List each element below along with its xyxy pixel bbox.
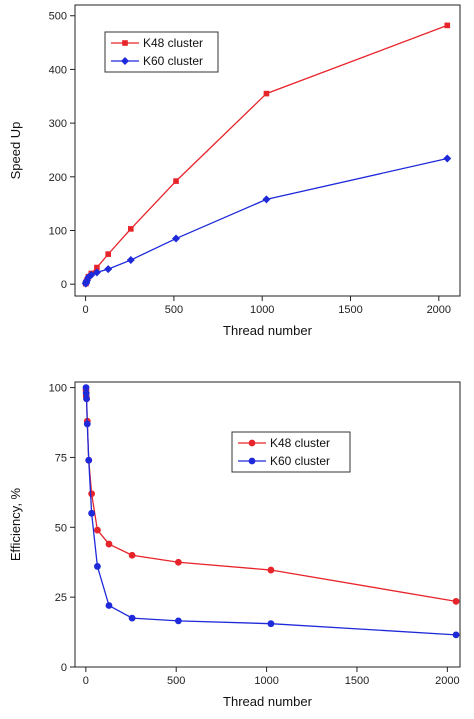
efficiency-legend-k60-swatch-marker — [248, 457, 256, 465]
speedup-chart: 0 500 1000 1500 2000 0 100 200 300 400 500 Thread n… — [8, 4, 461, 338]
speedup-series-k48-point — [128, 226, 134, 232]
efficiency-x-tick-label: 2000 — [435, 675, 459, 687]
speedup-series-k60-point — [92, 268, 101, 277]
speedup-series-k48-point — [263, 90, 270, 97]
efficiency-y-tick-label: 100 — [49, 383, 67, 395]
speedup-y-tick-label: 300 — [49, 118, 67, 130]
efficiency-series-k60-point — [452, 631, 460, 639]
efficiency-x-tick-label: 500 — [167, 675, 185, 687]
speedup-y-axis-label: Speed Up — [8, 122, 23, 180]
efficiency-series-k48-point — [88, 490, 96, 498]
speedup-series-k48-point — [105, 251, 112, 257]
speedup-x-tick-label: 1500 — [338, 304, 362, 316]
efficiency-series-k60-point — [83, 420, 91, 428]
speedup-x-tick-label: 1000 — [250, 304, 274, 316]
speedup-legend-k48-swatch-marker — [122, 40, 128, 46]
speedup-series-k60-point — [87, 271, 96, 280]
efficiency-series-k60-point — [82, 384, 90, 391]
speedup-legend-k48-label: K48 cluster — [143, 36, 203, 50]
efficiency-legend-k60-label: K60 cluster — [270, 454, 330, 468]
efficiency-series-k60-point — [94, 563, 101, 570]
speedup-y-tick-label: 200 — [49, 172, 67, 184]
speedup-y-tick-label: 400 — [49, 64, 67, 76]
efficiency-series-k48-point — [94, 526, 101, 534]
speedup-plot-frame — [74, 4, 461, 297]
speedup-series-k60-line — [85, 157, 448, 284]
speedup-legend-k60-swatch-marker — [121, 57, 129, 65]
efficiency-series-k60-point — [88, 509, 96, 517]
efficiency-series-k60-point — [174, 617, 182, 625]
speedup-legend-k60-label: K60 cluster — [143, 54, 203, 68]
efficiency-series-k60-point — [128, 614, 136, 622]
speedup-series-k48-point — [94, 264, 100, 271]
efficiency-series-k48-point — [128, 551, 136, 559]
efficiency-series-k60-point — [267, 620, 275, 628]
efficiency-series-k48-point — [267, 566, 275, 574]
efficiency-series-k60-point — [105, 602, 113, 609]
efficiency-plot-frame — [74, 381, 461, 668]
efficiency-chart: 0 500 1000 1500 2000 0 25 50 75 100 Thread number E… — [8, 381, 461, 709]
speedup-y-tick-label: 100 — [49, 225, 67, 237]
efficiency-series-k48-point — [105, 540, 113, 548]
efficiency-y-tick-label: 25 — [55, 592, 67, 604]
efficiency-series-k60-line — [85, 387, 457, 636]
speedup-legend — [104, 31, 219, 73]
efficiency-legend-k48-label: K48 cluster — [270, 436, 330, 450]
efficiency-series-k60-point — [82, 389, 90, 397]
efficiency-y-tick-label: 50 — [55, 522, 67, 534]
efficiency-y-tick-label: 75 — [55, 452, 67, 464]
speedup-series-k48-point — [173, 178, 179, 184]
speedup-series-k48-point — [444, 22, 451, 29]
speedup-x-axis-label: Thread number — [223, 323, 313, 338]
efficiency-legend-k48-swatch-marker — [248, 439, 256, 447]
efficiency-series-k60-point — [83, 395, 90, 403]
speedup-series-k60-point — [443, 154, 452, 163]
efficiency-series-k60-point — [85, 456, 93, 464]
efficiency-y-tick-label: 0 — [61, 662, 67, 674]
efficiency-legend — [231, 431, 351, 473]
speedup-series-k60-point — [126, 256, 135, 265]
speedup-series-k60-point — [262, 195, 271, 204]
efficiency-y-axis-label: Efficiency, % — [8, 487, 23, 561]
speedup-y-tick-label: 0 — [61, 279, 67, 291]
speedup-x-tick-label: 0 — [83, 304, 89, 316]
speedup-series-k60-point — [104, 265, 113, 274]
efficiency-x-tick-label: 1500 — [345, 675, 369, 687]
speedup-y-tick-label: 500 — [49, 11, 67, 23]
speedup-x-tick-label: 500 — [165, 304, 183, 316]
efficiency-x-tick-label: 1000 — [254, 675, 278, 687]
speedup-series-k60-point — [172, 234, 181, 243]
efficiency-series-k48-point — [452, 597, 460, 605]
speedup-x-tick-label: 2000 — [427, 304, 451, 316]
efficiency-series-k48-point — [174, 558, 182, 566]
efficiency-x-tick-label: 0 — [83, 675, 89, 687]
efficiency-x-axis-label: Thread number — [223, 694, 313, 709]
